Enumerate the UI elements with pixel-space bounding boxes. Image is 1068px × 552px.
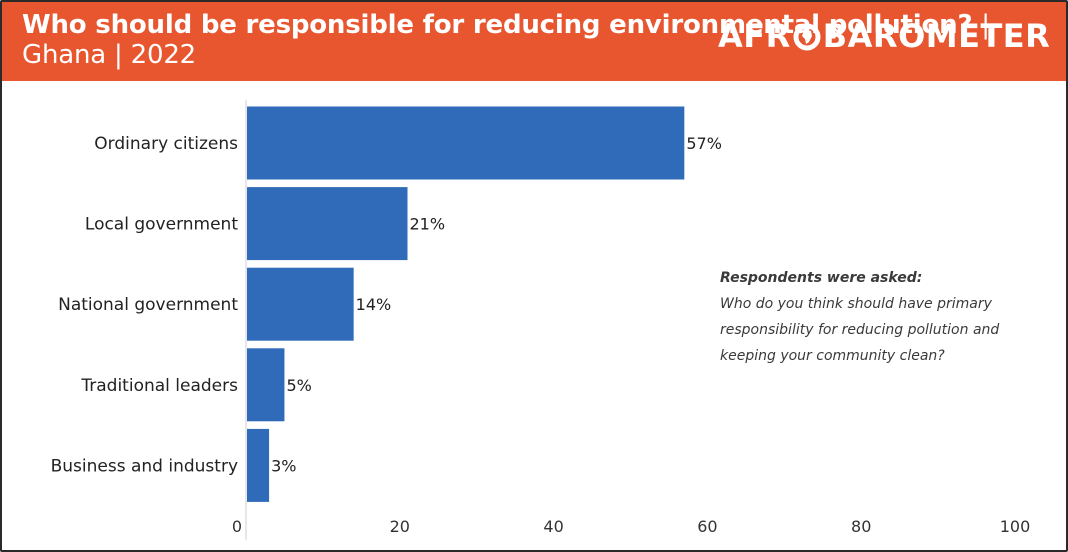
category-label: National government bbox=[58, 295, 238, 315]
bar-4 bbox=[247, 428, 270, 502]
data-label: 5% bbox=[286, 376, 311, 395]
logo-text-start: AFR bbox=[718, 17, 791, 55]
x-tick-label: 20 bbox=[390, 517, 410, 536]
question-note: Respondents were asked: Who do you think… bbox=[720, 265, 1050, 369]
x-tick-label: 80 bbox=[851, 517, 871, 536]
africa-map-icon bbox=[793, 23, 821, 51]
chart-title: Who should be responsible for reducing e… bbox=[22, 10, 1066, 70]
x-tick-label: 0 bbox=[232, 517, 242, 536]
bar-2 bbox=[247, 267, 354, 341]
logo-text-end: BAROMETER bbox=[822, 17, 1051, 55]
note-text: Who do you think should have primary res… bbox=[720, 296, 1000, 364]
data-label: 14% bbox=[356, 295, 392, 314]
x-tick-label: 60 bbox=[697, 517, 717, 536]
x-tick-label: 40 bbox=[543, 517, 563, 536]
data-label: 3% bbox=[271, 456, 296, 475]
title-main: Who should be responsible for reducing e… bbox=[22, 10, 973, 40]
title-country-year: | Ghana | 2022 bbox=[22, 10, 990, 70]
data-label: 21% bbox=[409, 215, 445, 234]
category-label: Business and industry bbox=[51, 456, 238, 476]
category-label: Local government bbox=[85, 215, 238, 235]
category-label: Traditional leaders bbox=[80, 376, 238, 396]
bar-1 bbox=[247, 187, 408, 261]
afrobarometer-logo: AFR BAROMETER bbox=[718, 16, 1050, 56]
x-tick-label: 100 bbox=[1000, 517, 1031, 536]
data-label: 57% bbox=[686, 134, 722, 153]
category-label: Ordinary citizens bbox=[94, 134, 238, 154]
bar-3 bbox=[247, 348, 285, 422]
bar-0 bbox=[247, 106, 685, 180]
header-banner: Who should be responsible for reducing e… bbox=[2, 2, 1066, 81]
note-heading: Respondents were asked: bbox=[720, 270, 923, 286]
